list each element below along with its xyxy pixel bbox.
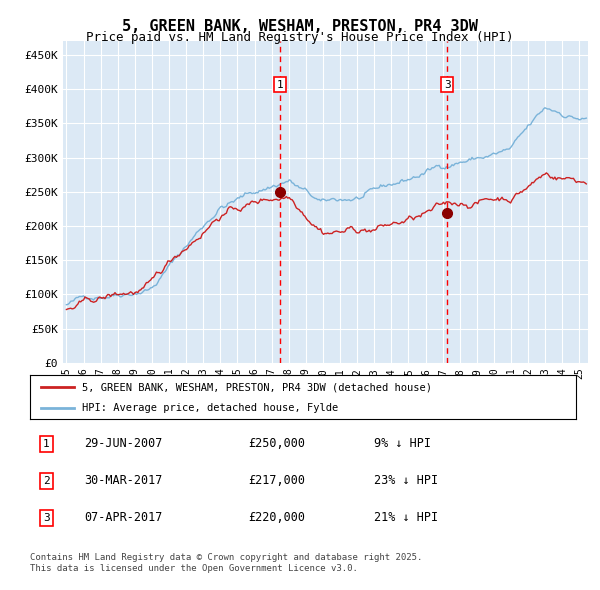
- Text: 1: 1: [277, 80, 283, 90]
- Text: Price paid vs. HM Land Registry's House Price Index (HPI): Price paid vs. HM Land Registry's House …: [86, 31, 514, 44]
- Text: £250,000: £250,000: [248, 437, 305, 450]
- Text: £217,000: £217,000: [248, 474, 305, 487]
- Text: 2: 2: [43, 476, 50, 486]
- Text: 30-MAR-2017: 30-MAR-2017: [85, 474, 163, 487]
- Text: 23% ↓ HPI: 23% ↓ HPI: [374, 474, 438, 487]
- Text: HPI: Average price, detached house, Fylde: HPI: Average price, detached house, Fyld…: [82, 403, 338, 413]
- Text: 3: 3: [43, 513, 50, 523]
- Text: 5, GREEN BANK, WESHAM, PRESTON, PR4 3DW (detached house): 5, GREEN BANK, WESHAM, PRESTON, PR4 3DW …: [82, 382, 432, 392]
- Text: Contains HM Land Registry data © Crown copyright and database right 2025.
This d: Contains HM Land Registry data © Crown c…: [30, 553, 422, 573]
- Text: 21% ↓ HPI: 21% ↓ HPI: [374, 512, 438, 525]
- Text: 29-JUN-2007: 29-JUN-2007: [85, 437, 163, 450]
- Text: £220,000: £220,000: [248, 512, 305, 525]
- Text: 07-APR-2017: 07-APR-2017: [85, 512, 163, 525]
- Text: 1: 1: [43, 439, 50, 449]
- Text: 9% ↓ HPI: 9% ↓ HPI: [374, 437, 431, 450]
- Text: 5, GREEN BANK, WESHAM, PRESTON, PR4 3DW: 5, GREEN BANK, WESHAM, PRESTON, PR4 3DW: [122, 19, 478, 34]
- Text: 3: 3: [444, 80, 451, 90]
